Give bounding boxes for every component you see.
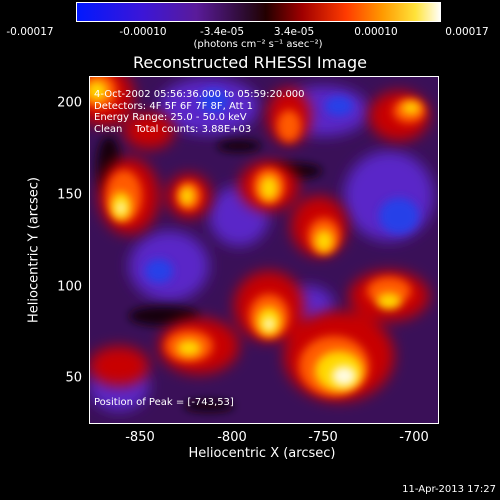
- x-tick-label: -800: [217, 430, 247, 445]
- colorbar-tick: 3.4e-05: [273, 26, 315, 38]
- y-axis-label: Heliocentric Y (arcsec): [26, 177, 42, 323]
- y-tick-label: 200: [57, 95, 82, 111]
- colorbar-tick: -0.00017: [6, 26, 54, 38]
- reconstructed-map: [89, 76, 439, 424]
- x-tick-label: -850: [125, 430, 155, 445]
- timestamp: 11-Apr-2013 17:27: [402, 484, 496, 495]
- energy-range-line: Energy Range: 25.0 - 50.0 keV: [94, 112, 247, 123]
- rhessi-image: [89, 76, 439, 424]
- y-tick-label: 100: [57, 279, 82, 295]
- x-tick-label: -750: [308, 430, 338, 445]
- colorbar-tick: -3.4e-05: [199, 26, 245, 38]
- peak-position: Position of Peak = [-743,53]: [94, 397, 234, 408]
- x-tick-label: -700: [399, 430, 429, 445]
- image-title: Reconstructed RHESSI Image: [133, 53, 367, 72]
- colorbar-tick: 0.00017: [445, 26, 489, 38]
- colorbar-unit: (photons cm⁻² s⁻¹ asec⁻²): [193, 39, 323, 50]
- observation-info: 4-Oct-2002 05:56:36.000 to 05:59:20.000 D…: [94, 89, 305, 135]
- time-range: 4-Oct-2002 05:56:36.000 to 05:59:20.000: [94, 89, 305, 100]
- x-axis-label: Heliocentric X (arcsec): [188, 446, 336, 461]
- y-tick-label: 150: [57, 187, 82, 203]
- colorbar-tick: 0.00010: [354, 26, 398, 38]
- colorbar-tick: -0.00010: [119, 26, 167, 38]
- colorbar-gradient: [76, 2, 441, 22]
- colorbar: [76, 2, 441, 22]
- y-tick-label: 50: [65, 370, 82, 386]
- detectors-line: Detectors: 4F 5F 6F 7F 8F, Att 1: [94, 100, 254, 112]
- clean-counts-line: Clean Total counts: 3.88E+03: [94, 123, 252, 135]
